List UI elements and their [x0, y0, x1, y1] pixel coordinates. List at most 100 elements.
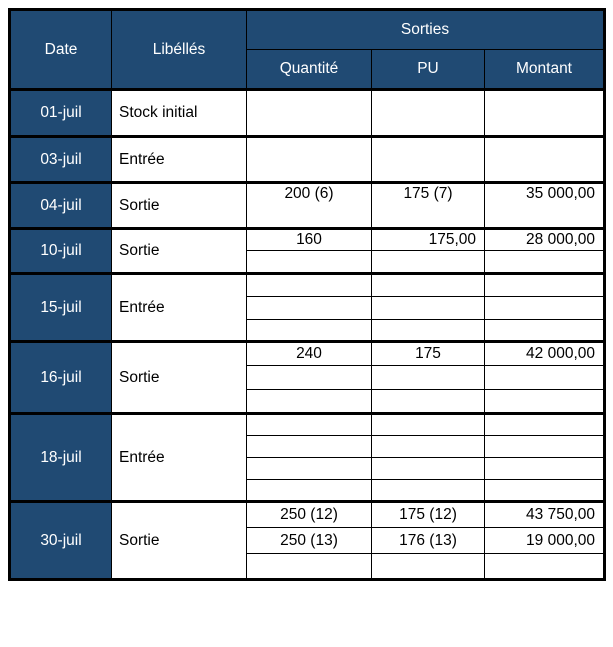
montant-cell	[484, 135, 605, 183]
header-row-sub: Quantité PU Montant	[10, 49, 605, 90]
libelle-cell: Entrée	[111, 135, 247, 183]
quantite-cell: 250 (12)	[246, 500, 372, 528]
montant-cell	[484, 457, 605, 480]
group-row: 03-juil Entrée	[9, 135, 605, 183]
quantite-cell	[246, 553, 372, 580]
quantite-cell	[246, 435, 372, 458]
group-row: 18-juil Entrée	[9, 412, 605, 502]
libelle-cell: Sortie	[111, 181, 247, 229]
montant-cell	[484, 365, 605, 390]
group-row: 15-juil Entrée	[9, 272, 605, 342]
date-cell: 30-juil	[9, 500, 112, 580]
quantite-cell	[246, 389, 372, 414]
quantite-cell: 200 (6)	[246, 181, 372, 205]
quantite-cell	[246, 365, 372, 390]
montant-cell: 35 000,00	[484, 181, 605, 205]
montant-cell	[484, 204, 605, 229]
date-cell: 04-juil	[9, 181, 112, 229]
libelle-cell: Sortie	[111, 340, 247, 414]
group-sub-row	[10, 204, 605, 229]
date-cell: 18-juil	[9, 412, 112, 502]
quantite-cell	[246, 457, 372, 480]
pu-cell	[371, 319, 485, 342]
montant-cell	[484, 389, 605, 414]
pu-cell	[371, 296, 485, 320]
pu-cell	[371, 553, 485, 580]
group-row: 30-juil Sortie 250 (12) 175 (12) 43 750,00	[9, 500, 605, 580]
pu-cell	[371, 135, 485, 183]
pu-cell: 175 (12)	[371, 500, 485, 528]
date-cell: 10-juil	[9, 227, 112, 274]
col-header-montant: Montant	[484, 49, 605, 90]
col-header-date: Date	[9, 9, 112, 90]
montant-cell	[484, 319, 605, 342]
pu-cell	[371, 250, 485, 274]
quantite-cell: 250 (13)	[246, 527, 372, 554]
pu-cell	[371, 389, 485, 414]
quantite-cell: 160	[246, 227, 372, 251]
libelle-cell: Stock initial	[111, 88, 247, 137]
libelle-cell: Sortie	[111, 500, 247, 580]
date-cell: 03-juil	[9, 135, 112, 183]
group-sub-row	[10, 435, 605, 458]
libelle-cell: Entrée	[111, 272, 247, 342]
col-header-quantite: Quantité	[246, 49, 372, 90]
pu-cell	[371, 479, 485, 502]
montant-cell: 42 000,00	[484, 340, 605, 366]
montant-cell: 19 000,00	[484, 527, 605, 554]
pu-cell: 175 (7)	[371, 181, 485, 205]
libelle-cell: Sortie	[111, 227, 247, 274]
montant-cell	[484, 412, 605, 436]
montant-cell	[484, 250, 605, 274]
pu-cell: 175,00	[371, 227, 485, 251]
col-header-libelles: Libéllés	[111, 9, 247, 90]
group-sub-row	[10, 479, 605, 502]
quantite-cell	[246, 135, 372, 183]
pu-cell	[371, 204, 485, 229]
pu-cell: 175	[371, 340, 485, 366]
montant-cell	[484, 88, 605, 137]
montant-cell	[484, 479, 605, 502]
montant-cell	[484, 553, 605, 580]
group-sub-row: 250 (13) 176 (13) 19 000,00	[10, 527, 605, 554]
pu-cell	[371, 457, 485, 480]
pu-cell	[371, 88, 485, 137]
group-sub-row	[10, 296, 605, 320]
pu-cell	[371, 435, 485, 458]
stock-table-wrapper: Date Libéllés Sorties Quantité PU Montan…	[8, 8, 606, 581]
table-body: 01-juil Stock initial 03-juil Entrée 04-juil…	[9, 88, 605, 580]
quantite-cell	[246, 412, 372, 436]
quantite-cell	[246, 204, 372, 229]
group-sub-row	[10, 319, 605, 342]
montant-cell	[484, 435, 605, 458]
group-row: 10-juil Sortie 160 175,00 28 000,00	[9, 227, 605, 274]
col-header-sorties: Sorties	[246, 9, 605, 50]
pu-cell	[371, 412, 485, 436]
date-cell: 01-juil	[9, 88, 112, 137]
libelle-cell: Entrée	[111, 412, 247, 502]
date-cell: 16-juil	[9, 340, 112, 414]
pu-cell: 176 (13)	[371, 527, 485, 554]
quantite-cell	[246, 296, 372, 320]
table-header: Date Libéllés Sorties Quantité PU Montan…	[9, 9, 605, 90]
quantite-cell	[246, 88, 372, 137]
quantite-cell	[246, 479, 372, 502]
montant-cell	[484, 296, 605, 320]
group-row: 04-juil Sortie 200 (6) 175 (7) 35 000,00	[9, 181, 605, 229]
group-row: 01-juil Stock initial	[9, 88, 605, 137]
header-row-top: Date Libéllés Sorties	[9, 9, 605, 90]
group-sub-row	[10, 389, 605, 414]
stock-sorties-table: Date Libéllés Sorties Quantité PU Montan…	[8, 8, 606, 581]
pu-cell	[371, 365, 485, 390]
quantite-cell	[246, 250, 372, 274]
group-row: 16-juil Sortie 240 175 42 000,00	[9, 340, 605, 414]
quantite-cell	[246, 272, 372, 297]
group-sub-row	[10, 250, 605, 274]
date-cell: 15-juil	[9, 272, 112, 342]
col-header-pu: PU	[371, 49, 485, 90]
montant-cell	[484, 272, 605, 297]
quantite-cell: 240	[246, 340, 372, 366]
quantite-cell	[246, 319, 372, 342]
group-sub-row	[10, 553, 605, 580]
pu-cell	[371, 272, 485, 297]
